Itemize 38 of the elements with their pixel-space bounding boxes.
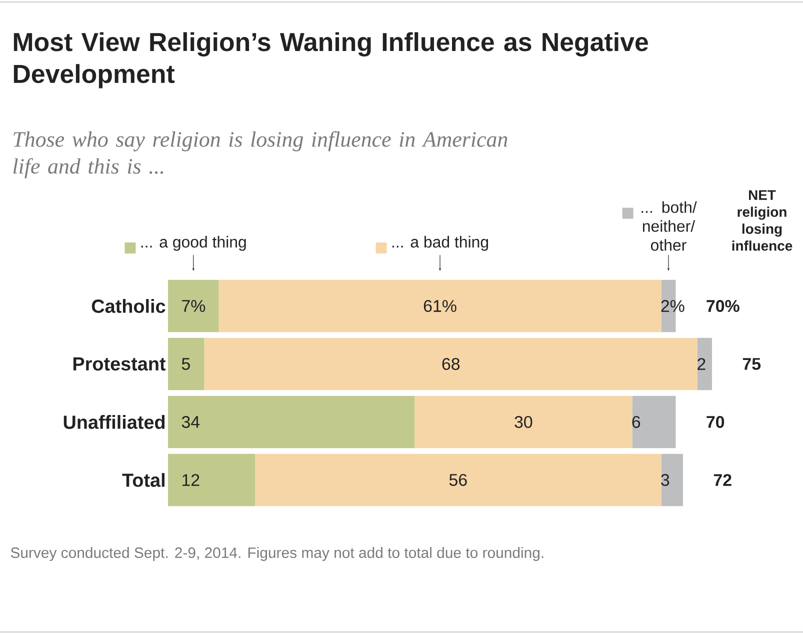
legend-label: ... a bad thing — [392, 236, 488, 251]
data-label: 12 — [182, 474, 200, 486]
data-label: 61% — [424, 300, 456, 312]
bar — [204, 338, 698, 390]
bar — [168, 338, 204, 390]
bar — [414, 396, 632, 448]
text: Survey conducted Sept. 2-9, 2014. Figures may not add to total due to rounding. — [10, 547, 544, 561]
y-tick-label: Total — [122, 473, 164, 487]
text: NET religion losing influence — [732, 190, 792, 251]
legend-label: ... both/ neither/ other — [642, 201, 697, 251]
bar — [255, 454, 662, 506]
bar — [632, 396, 676, 448]
data-label: 7% — [182, 300, 206, 312]
data-label: 56 — [449, 474, 467, 486]
total-label: 70% — [706, 300, 740, 312]
data-label: 5 — [182, 358, 190, 370]
data-label: 2% — [661, 300, 684, 312]
data-label: 2 — [698, 358, 706, 370]
y-tick-label: Protestant — [73, 357, 166, 371]
data-label: 3 — [661, 474, 670, 486]
y-tick-label: Unaffiliated — [64, 415, 165, 429]
legend-label: ... a good thing — [141, 236, 246, 251]
bar — [661, 454, 683, 506]
total-label: 72 — [714, 474, 732, 486]
bar — [697, 338, 712, 390]
data-label: 30 — [514, 416, 532, 428]
total-label: 70 — [706, 416, 724, 428]
total-label: 75 — [742, 358, 761, 370]
y-tick-label: Catholic — [92, 299, 166, 313]
chart-subtitle: Those who say religion is losing influence in American life and this is ... — [13, 131, 508, 178]
chart-title: Most View Religion’s Waning Influence as Negative Development — [14, 32, 648, 88]
bar — [218, 280, 662, 332]
bar — [168, 396, 415, 448]
data-label: 6 — [632, 416, 640, 428]
data-label: 34 — [182, 416, 200, 428]
data-label: 68 — [442, 358, 460, 370]
bar — [168, 454, 256, 506]
bar — [168, 280, 219, 332]
